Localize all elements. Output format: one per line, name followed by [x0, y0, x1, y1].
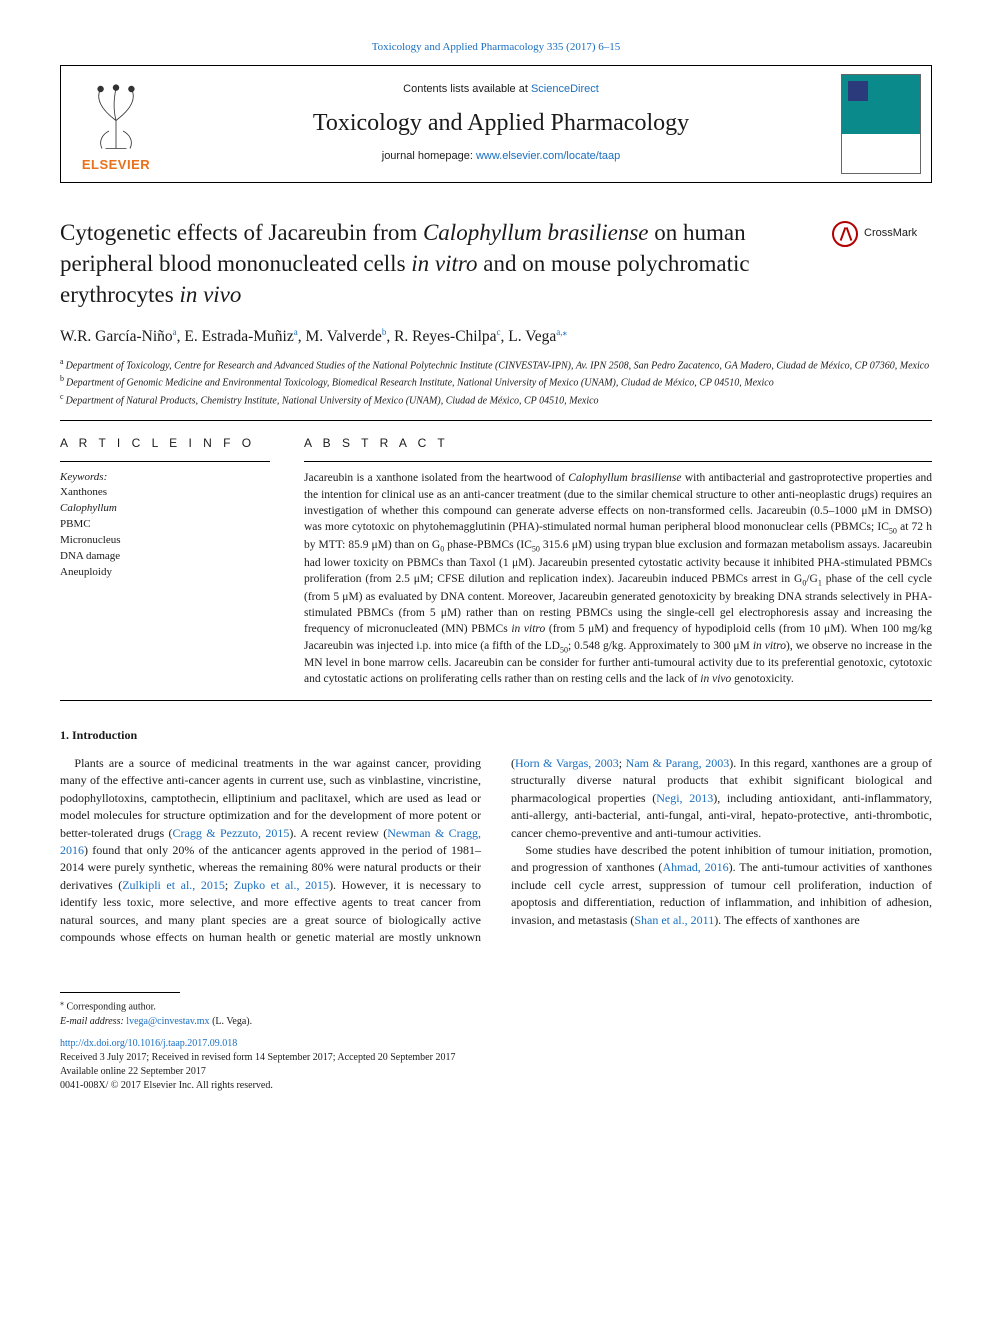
copyright-line: 0041-008X/ © 2017 Elsevier Inc. All righ… — [60, 1079, 932, 1093]
header-center: Contents lists available at ScienceDirec… — [171, 66, 831, 182]
citation-link[interactable]: Ahmad, 2016 — [662, 860, 728, 874]
citation-link[interactable]: Zulkipli et al., 2015 — [122, 878, 225, 892]
journal-header: ELSEVIER Contents lists available at Sci… — [60, 65, 932, 183]
citation-link[interactable]: Shan et al., 2011 — [634, 913, 714, 927]
thin-divider — [304, 461, 932, 462]
keywords-label: Keywords: — [60, 470, 270, 485]
contents-available-line: Contents lists available at ScienceDirec… — [177, 82, 825, 97]
author-name: , R. Reyes-Chilpa — [386, 328, 496, 345]
doi-line: http://dx.doi.org/10.1016/j.taap.2017.09… — [60, 1037, 932, 1051]
sciencedirect-link[interactable]: ScienceDirect — [531, 83, 599, 95]
contents-available-text: Contents lists available at — [403, 83, 531, 95]
affiliation-text: Department of Genomic Medicine and Envir… — [66, 378, 774, 389]
cover-thumbnail-wrap — [831, 66, 931, 182]
publisher-name: ELSEVIER — [82, 156, 150, 174]
section-heading-intro: 1. Introduction — [60, 727, 932, 743]
affiliation-text: Department of Toxicology, Centre for Res… — [66, 360, 930, 371]
keyword-item: Calophyllum — [60, 501, 270, 517]
article-title: Cytogenetic effects of Jacareubin from C… — [60, 217, 814, 310]
footer-block: ⁎ Corresponding author. E-mail address: … — [60, 992, 932, 1092]
keyword-item: DNA damage — [60, 549, 270, 565]
author-name: W.R. García-Niño — [60, 328, 173, 345]
title-part-1: Cytogenetic effects of Jacareubin from — [60, 220, 423, 245]
journal-reference: Toxicology and Applied Pharmacology 335 … — [60, 40, 932, 55]
corresponding-author: ⁎ Corresponding author. — [60, 997, 932, 1014]
title-italic-1: Calophyllum brasiliense — [423, 220, 649, 245]
email-attribution: (L. Vega). — [212, 1016, 252, 1027]
crossmark-badge[interactable]: CrossMark — [832, 217, 932, 247]
journal-homepage-label: journal homepage: — [382, 150, 476, 162]
thin-divider — [60, 461, 270, 462]
journal-reference-link[interactable]: Toxicology and Applied Pharmacology 335 … — [372, 41, 621, 53]
email-label: E-mail address: — [60, 1016, 124, 1027]
citation-link[interactable]: Negi, 2013 — [656, 791, 713, 805]
keywords-list: XanthonesCalophyllumPBMCMicronucleusDNA … — [60, 485, 270, 581]
affiliation-line: bDepartment of Genomic Medicine and Envi… — [60, 373, 932, 390]
corresponding-label: Corresponding author. — [67, 1002, 156, 1013]
affiliation-line: cDepartment of Natural Products, Chemist… — [60, 391, 932, 408]
body-two-column: Plants are a source of medicinal treatme… — [60, 755, 932, 946]
journal-name: Toxicology and Applied Pharmacology — [177, 107, 825, 139]
elsevier-tree-icon — [81, 82, 151, 152]
abstract-heading: A B S T R A C T — [304, 435, 932, 451]
journal-homepage-line: journal homepage: www.elsevier.com/locat… — [177, 149, 825, 164]
keyword-item: Micronucleus — [60, 533, 270, 549]
affiliations: aDepartment of Toxicology, Centre for Re… — [60, 356, 932, 408]
affiliation-key: a — [60, 357, 64, 366]
keyword-item: Aneuploidy — [60, 565, 270, 581]
article-info-column: A R T I C L E I N F O Keywords: Xanthone… — [60, 435, 270, 688]
abstract-text: Jacareubin is a xanthone isolated from t… — [304, 470, 932, 688]
affiliation-key: c — [60, 392, 64, 401]
affiliation-key: b — [60, 374, 64, 383]
doi-link[interactable]: http://dx.doi.org/10.1016/j.taap.2017.09… — [60, 1038, 237, 1049]
affiliation-text: Department of Natural Products, Chemistr… — [66, 395, 599, 406]
crossmark-icon — [832, 221, 858, 247]
footnote-rule — [60, 992, 180, 993]
journal-cover-thumbnail — [841, 74, 921, 174]
divider — [60, 420, 932, 421]
title-italic-2: in vitro — [411, 251, 477, 276]
publisher-block: ELSEVIER — [61, 66, 171, 182]
citation-link[interactable]: Horn & Vargas, 2003 — [515, 756, 619, 770]
article-info-heading: A R T I C L E I N F O — [60, 435, 270, 451]
divider — [60, 700, 932, 701]
citation-link[interactable]: Cragg & Pezzuto, 2015 — [173, 826, 290, 840]
author-name: , E. Estrada-Muñiz — [177, 328, 294, 345]
keyword-item: PBMC — [60, 517, 270, 533]
author-name: , L. Vega — [501, 328, 557, 345]
affiliation-line: aDepartment of Toxicology, Centre for Re… — [60, 356, 932, 373]
abstract-column: A B S T R A C T Jacareubin is a xanthone… — [304, 435, 932, 688]
title-italic-3: in vivo — [179, 282, 241, 307]
email-line: E-mail address: lvega@cinvestav.mx (L. V… — [60, 1015, 932, 1029]
body-paragraph: Some studies have described the potent i… — [511, 842, 932, 929]
corresponding-star-icon: ⁎ — [562, 327, 567, 337]
citation-link[interactable]: Zupko et al., 2015 — [234, 878, 329, 892]
journal-homepage-link[interactable]: www.elsevier.com/locate/taap — [476, 150, 620, 162]
author-name: , M. Valverde — [298, 328, 382, 345]
article-history: Received 3 July 2017; Received in revise… — [60, 1051, 932, 1065]
available-online: Available online 22 September 2017 — [60, 1065, 932, 1079]
keyword-item: Xanthones — [60, 485, 270, 501]
corresponding-email-link[interactable]: lvega@cinvestav.mx — [126, 1016, 209, 1027]
authors-line: W.R. García-Niñoa, E. Estrada-Muñiza, M.… — [60, 326, 932, 348]
citation-link[interactable]: Nam & Parang, 2003 — [626, 756, 730, 770]
crossmark-label: CrossMark — [864, 226, 917, 241]
